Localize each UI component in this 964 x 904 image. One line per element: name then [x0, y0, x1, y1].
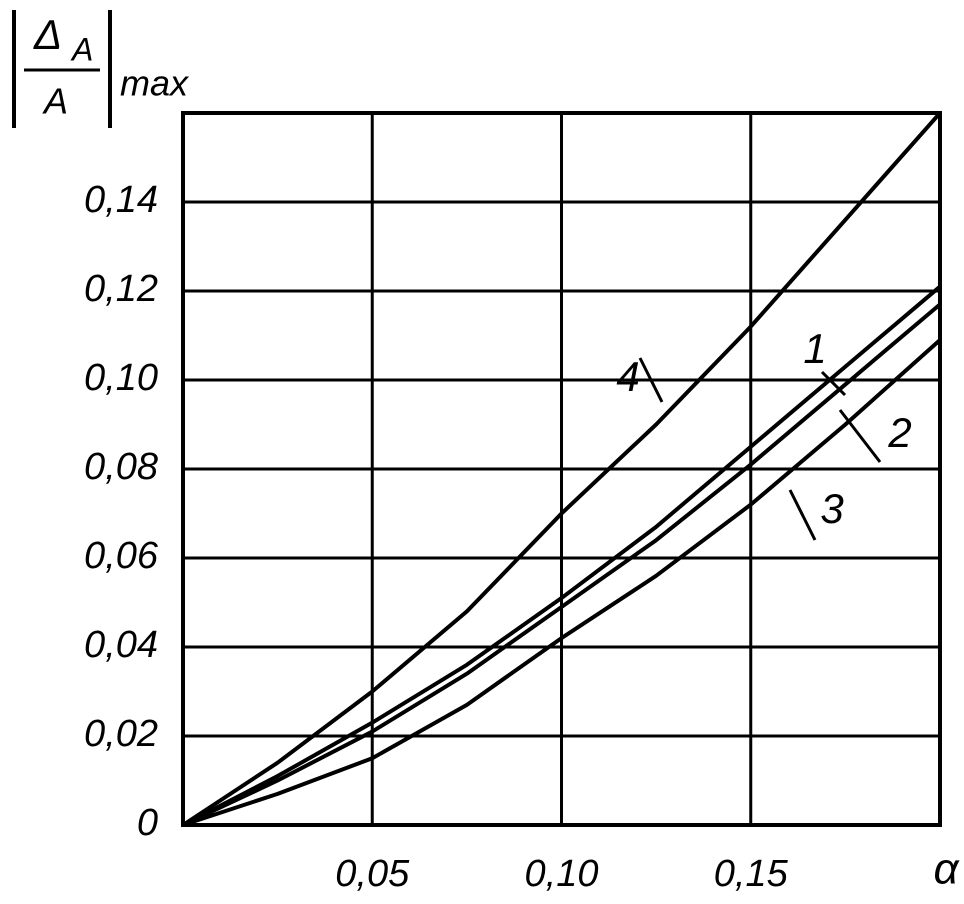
series-line — [182, 338, 942, 827]
leader-line — [638, 357, 664, 403]
x-tick-label: 0,10 — [525, 853, 599, 895]
x-label: α — [933, 845, 960, 894]
leader-line — [820, 370, 847, 397]
y-tick-label: 0,12 — [84, 268, 158, 310]
leader-line — [838, 409, 882, 463]
y-tick-label: 0,06 — [84, 535, 159, 577]
series-label: 2 — [887, 409, 911, 456]
y-tick-label: 0 — [137, 802, 158, 844]
y-label-suffix: max — [120, 63, 190, 104]
series-label: 3 — [820, 485, 843, 532]
y-label-symbol: Δ — [33, 11, 62, 58]
series-line — [182, 302, 942, 827]
x-tick-label: 0,05 — [335, 853, 410, 895]
series-label: 4 — [616, 353, 639, 400]
y-tick-label: 0,08 — [84, 446, 158, 488]
series-line — [181, 111, 942, 827]
y-tick-label: 0,14 — [84, 179, 158, 221]
y-tick-label: 0,04 — [84, 624, 158, 666]
y-tick-label: 0,02 — [84, 713, 158, 755]
x-tick-label: 0,15 — [714, 853, 789, 895]
series-line — [182, 285, 942, 827]
y-label-denominator: A — [42, 81, 68, 122]
y-tick-label: 0,10 — [84, 357, 158, 399]
leader-line — [788, 489, 817, 541]
series-label: 1 — [803, 325, 826, 372]
y-label-subscript: A — [70, 31, 93, 67]
